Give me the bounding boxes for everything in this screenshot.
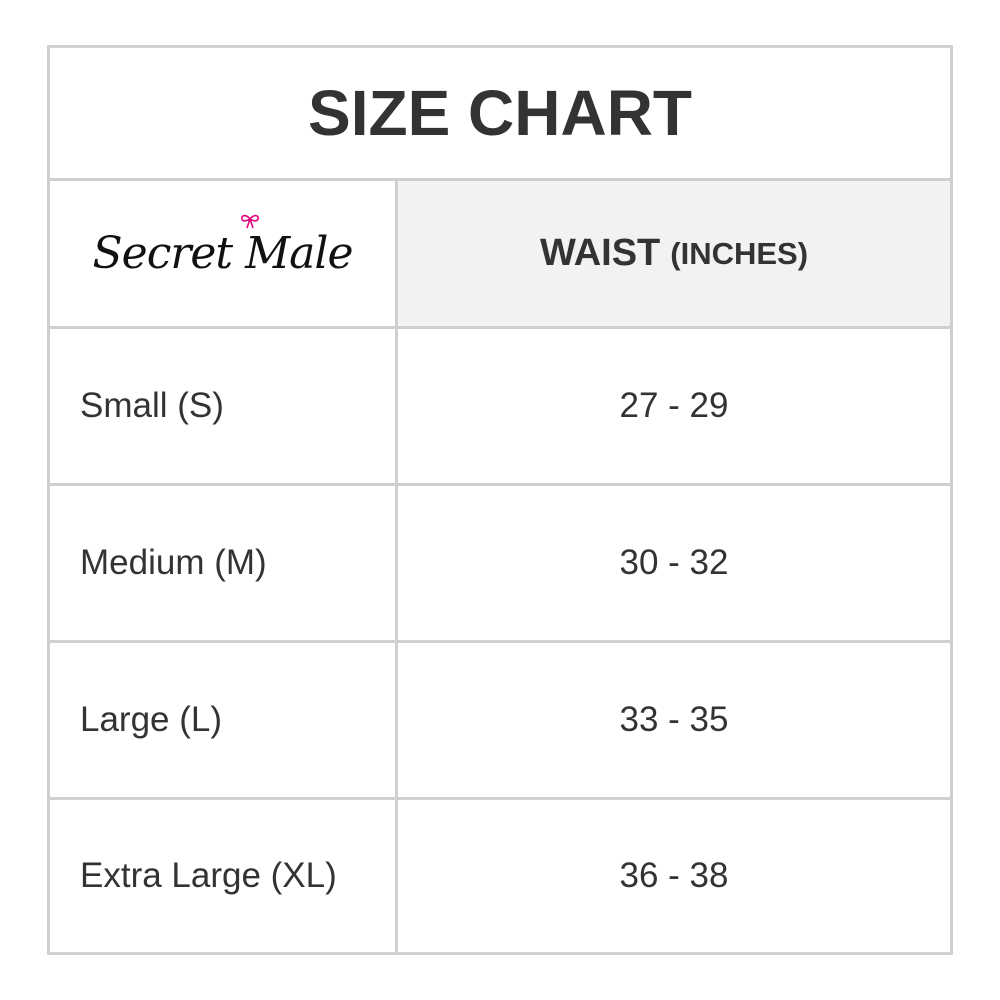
size-cell: Small (S) bbox=[50, 329, 398, 483]
waist-label: WAIST bbox=[539, 232, 661, 274]
waist-cell: 36 - 38 bbox=[619, 856, 729, 895]
table-row: Large (L) 33 - 35 bbox=[50, 643, 950, 800]
secret-male-logo: Secret Male bbox=[92, 214, 354, 279]
size-cell: Medium (M) bbox=[50, 486, 398, 640]
page-title: SIZE CHART bbox=[50, 48, 950, 181]
table-row: Small (S) 27 - 29 bbox=[50, 329, 950, 486]
waist-header: WAIST (INCHES) bbox=[398, 181, 950, 326]
table-row: Extra Large (XL) 36 - 38 bbox=[50, 800, 950, 952]
waist-cell: 27 - 29 bbox=[619, 386, 729, 425]
waist-cell: 30 - 32 bbox=[619, 543, 729, 582]
waist-unit: (INCHES) bbox=[670, 235, 809, 271]
size-chart-table: SIZE CHART Secret Male WAIST (INCHES) Sma… bbox=[47, 45, 953, 955]
header-row: Secret Male WAIST (INCHES) bbox=[50, 181, 950, 329]
waist-cell: 33 - 35 bbox=[619, 700, 729, 739]
size-cell: Extra Large (XL) bbox=[50, 800, 398, 952]
table-row: Medium (M) 30 - 32 bbox=[50, 486, 950, 643]
logo-cell: Secret Male bbox=[50, 181, 398, 326]
size-cell: Large (L) bbox=[50, 643, 398, 797]
logo-text: Secret Male bbox=[92, 228, 354, 279]
